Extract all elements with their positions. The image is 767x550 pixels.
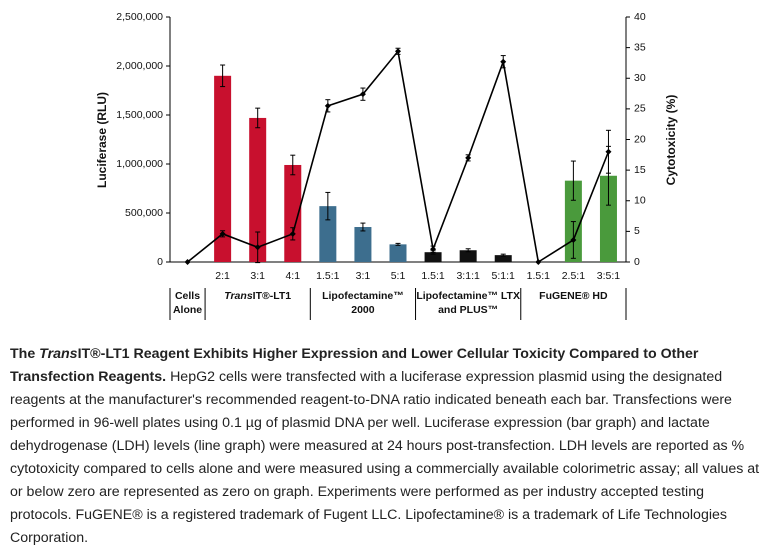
group-label: Alone [173,304,202,316]
bar [284,164,302,262]
bar [494,255,512,262]
y2-tick-label: 10 [634,195,646,207]
line-marker [395,48,401,55]
x-tick-label: 1.5:1 [316,270,340,282]
caption-title-part: IT®-LT1 Reagent Exhibits Higher Expressi… [10,346,699,385]
line-marker [359,91,366,98]
group-label: 2000 [351,304,375,316]
group-label-part: IT®-LT1 [253,290,292,302]
y2-tick-label: 35 [634,41,646,53]
line-marker [500,58,507,65]
line-marker [570,236,577,243]
bar [214,75,232,262]
y-tick-label: 500,000 [125,207,163,219]
y-axis-title: Luciferase (RLU) [95,92,109,188]
x-tick-label: 3:1 [356,270,371,282]
y-tick-label: 1,000,000 [116,158,163,170]
group-label: TransIT®-LT1 [224,290,291,302]
line-marker [219,230,226,237]
bar [389,244,407,262]
x-tick-label: 3:1:1 [456,270,480,282]
line-marker [324,102,331,109]
group-label: FuGENE® HD [539,290,608,302]
chart: Luciferase (RLU) Cytotoxicity (%) 0 500,0… [95,11,678,320]
x-tick-label: 2:1 [215,270,230,282]
y-tick-label: 2,500,000 [116,11,163,23]
y2-tick-label: 5 [634,225,640,237]
y-tick-label: 1,500,000 [116,109,163,121]
bar [319,206,337,262]
x-tick-label: 1.5:1 [527,270,551,282]
group-label: Cells [175,290,200,302]
y2-tick-label: 15 [634,164,646,176]
x-tick-label: 2.5:1 [562,270,586,282]
caption-title: The TransIT®-LT1 Reagent Exhibits Higher… [10,346,698,385]
line-marker [605,148,612,155]
caption: The TransIT®-LT1 Reagent Exhibits Higher… [10,343,762,550]
group-label: and PLUS™ [438,304,498,316]
bar [249,117,267,262]
x-tick-label: 3:5:1 [597,270,621,282]
line-marker [465,154,472,161]
caption-title-part: The [10,346,40,362]
bar [354,227,372,262]
y2-tick-label: 40 [634,11,646,23]
group-label: Lipofectamine™ LTX [416,290,520,302]
x-tick-label: 1.5:1 [421,270,445,282]
x-tick-label: 3:1 [250,270,265,282]
bar [459,250,477,262]
line-marker [535,259,542,265]
line-marker [184,259,191,265]
bar [424,252,442,262]
y2-tick-label: 0 [634,256,640,268]
y-tick-label: 2,000,000 [116,60,163,72]
x-tick-label: 4:1 [285,270,300,282]
y2-tick-label: 25 [634,103,646,115]
y-tick-label: 0 [157,256,163,268]
x-tick-label: 5:1 [391,270,406,282]
group-label: Lipofectamine™ [322,290,404,302]
line-marker [254,244,261,251]
bar [599,175,617,262]
y2-tick-label: 30 [634,72,646,84]
y2-tick-label: 20 [634,133,646,145]
y2-axis-title: Cytotoxicity (%) [664,95,678,186]
caption-title-part: Trans [39,346,78,362]
line-marker [289,230,296,237]
line-marker [430,246,437,253]
group-label-part: Trans [224,290,253,302]
caption-body: HepG2 cells were transfected with a luci… [10,369,760,546]
x-tick-label: 5:1:1 [492,270,516,282]
